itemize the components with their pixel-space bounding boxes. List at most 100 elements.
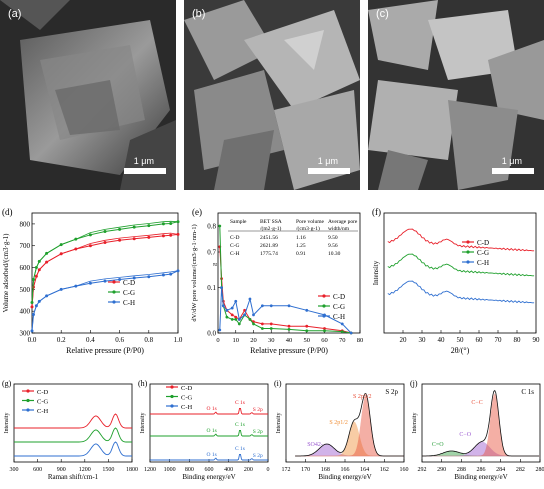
table-cell: 1.16 [296,235,306,241]
envelope-line [295,393,404,457]
data-point [176,232,180,236]
data-point [37,259,41,263]
sem-panel-label: (c) [376,8,389,20]
chart-title: S 2p [385,388,398,396]
data-point [37,268,41,272]
series-line [387,253,535,277]
text-label: Relative pressure (P/P0) [250,346,328,355]
scale-text: 1 μm [317,156,338,166]
sem-panel-label: (b) [192,8,206,20]
data-point [161,234,165,238]
peak-label: S 2p [253,429,263,435]
data-point [34,274,38,278]
legend-marker [170,404,174,408]
data-point [34,304,38,308]
text-label: Intensity [140,413,146,434]
x-tick-label: 0.0 [28,336,37,344]
data-point [349,331,353,335]
data-point [30,329,34,333]
x-tick-label: 600 [205,467,214,473]
x-tick-label: 162 [380,467,389,473]
legend-marker [112,290,116,294]
x-tick-label: 20 [400,336,408,344]
x-tick-label: 80 [357,337,364,344]
axis-break: ≈ [213,260,218,269]
chart-d: (d) 300 400 500 600 700 800 0.0 0.2 0.4 0.6 0.8 1.0 R… [0,205,190,370]
data-point [230,306,234,310]
x-tick-label: 400 [224,467,233,473]
legend-label: C-D [123,279,135,287]
sem-image-b: (b) 1 μm [184,0,360,190]
sem-image-a: (a) 1 μm [0,0,176,190]
data-point [118,238,122,242]
x-tick-label: 70 [339,337,346,344]
chart-e-svg: (e) 0.0 0.1 0.7 0.8 ≈0 10 20 30 40 50 60 70 80 Relativ… [191,207,364,355]
data-point [74,247,78,251]
peak-label: S 2p3/2 [353,394,372,400]
chart-h-svg: (h) 1200 1000 800 600 400 200 0 Binding energy/e… [138,379,270,481]
data-point [31,278,35,282]
x-tick-label: 0.2 [57,336,66,344]
series-hysteresis [31,232,179,307]
table-cell: 1775.74 [260,251,278,257]
series-line [31,221,179,303]
series-line [150,454,268,461]
x-tick-label: 288 [457,467,466,473]
legend-marker [322,304,326,308]
data-point [243,313,247,317]
data-point [269,322,273,326]
text-label: Intensity [372,260,380,285]
text-label: dV/dW pore volume/(cm3·g-1·nm-1) [191,224,198,321]
x-tick-label: 600 [33,467,42,473]
data-point [45,260,49,264]
data-point [34,266,38,270]
x-tick-label: 292 [418,467,427,473]
table-cell: C-H [230,251,240,257]
y-tick-label: 500 [20,286,31,294]
data-point [269,304,273,308]
data-point [218,328,222,332]
data-point [225,315,229,319]
text-label: (f) [372,207,381,217]
sem-texture-b [184,0,360,190]
legend-marker [26,398,30,403]
sem-texture-c [368,0,544,190]
x-tick-label: 282 [516,467,525,473]
x-tick-label: 160 [400,467,409,473]
data-point [132,225,136,229]
x-tick-label: 40 [438,336,446,344]
data-point [59,252,63,256]
peak-label: S 2p1/2 [329,420,348,426]
data-point [234,318,238,321]
x-tick-label: 70 [495,336,503,344]
data-point [230,318,234,321]
x-tick-label: 30 [419,336,427,344]
y-tick-label: 600 [20,264,31,272]
text-label: Relative pressure (P/P0) [66,346,144,355]
data-point [30,300,34,304]
legend-label: C-D [477,239,489,247]
text-label: Binding energy/eV [318,473,371,481]
legend-marker [112,280,116,284]
peak-label: S 2p [253,453,263,459]
scale-text: 1 μm [501,156,522,166]
data-point [237,318,241,321]
chart-f: (f) 20 30 40 50 60 70 80 90 2θ/(°) Intensity C-D C-G… [370,205,544,370]
data-point [323,327,326,330]
text-label: (i) [274,379,282,388]
scale-bar [308,168,350,174]
y-tick-label: 300 [20,330,31,338]
data-point [88,281,92,285]
peak-label: C=O [432,442,444,448]
series-line [150,430,268,437]
data-point [252,322,255,326]
data-point [260,322,264,326]
table-cell: 1.25 [296,243,306,249]
x-tick-label: 284 [496,467,505,473]
data-point [37,299,41,303]
peak-label: O 1s [207,428,217,434]
x-tick-label: 60 [321,337,328,344]
x-tick-label: 170 [301,467,310,473]
data-point [74,284,78,288]
table-cell: 2451.56 [260,235,278,241]
